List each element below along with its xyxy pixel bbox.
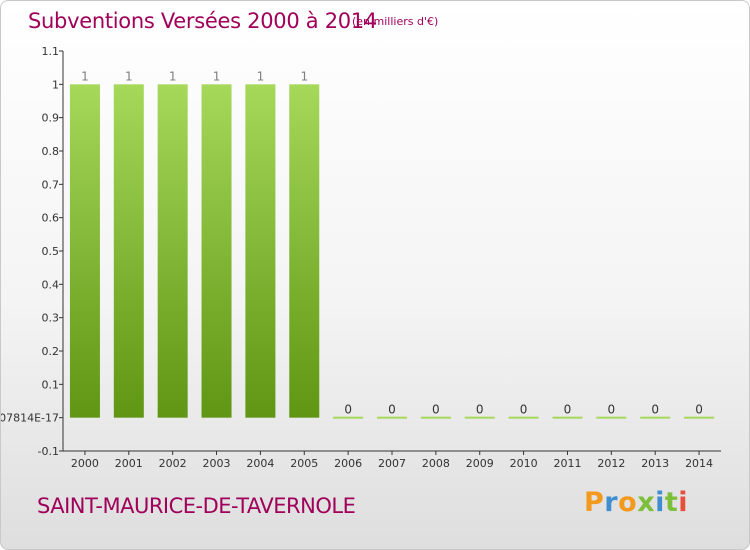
y-tick-label: 1.3877787807814E-17 (1, 412, 59, 425)
x-tick-label: 2003 (203, 457, 231, 470)
logo-letter: r (604, 487, 619, 518)
x-tick-label: 2004 (246, 457, 274, 470)
chart-unit: (en milliers d'€) (352, 15, 439, 28)
x-tick-label: 2008 (422, 457, 450, 470)
y-tick-label: 0.3 (42, 312, 60, 325)
x-tick-label: 2001 (115, 457, 143, 470)
data-label: 1 (213, 69, 221, 83)
y-tick-label: 0.2 (42, 345, 60, 358)
bar (420, 416, 451, 419)
y-tick-label: 0.6 (42, 212, 60, 225)
x-tick-label: 2011 (553, 457, 581, 470)
data-label: 0 (388, 403, 396, 417)
y-ticks: 1.1 1 0.9 0.8 0.7 0.6 0.5 0.4 0.3 0.2 0.1 1.3877787… (1, 45, 63, 458)
y-tick-label: 0.1 (42, 378, 60, 391)
data-label: 1 (300, 69, 308, 83)
bar (69, 84, 100, 418)
x-tick-label: 2013 (641, 457, 669, 470)
logo-letter: x (637, 487, 656, 518)
x-tick-label: 2002 (159, 457, 187, 470)
data-label: 0 (651, 403, 659, 417)
y-tick-label: 0.9 (42, 112, 60, 125)
y-tick-label: 0.4 (42, 278, 60, 291)
bar (157, 84, 188, 418)
y-tick-label: 1 (52, 78, 59, 91)
x-tick-label: 2007 (378, 457, 406, 470)
data-label: 0 (520, 403, 528, 417)
bar (201, 84, 232, 418)
y-tick-label: 1.1 (42, 45, 60, 58)
bar (684, 416, 715, 419)
y-tick-label: 0.7 (42, 178, 60, 191)
bar (508, 416, 539, 419)
x-tick-label: 2009 (466, 457, 494, 470)
data-label: 0 (344, 403, 352, 417)
bars: 1 1 1 1 1 1 0 0 0 0 0 0 0 0 0 (69, 69, 715, 419)
data-label: 0 (608, 403, 616, 417)
chart-title: Subventions Versées 2000 à 2014 (28, 9, 377, 33)
logo-letter: o (618, 487, 638, 518)
data-label: 0 (432, 403, 440, 417)
bar (289, 84, 320, 418)
logo-letter: t (664, 487, 679, 518)
x-ticks: 2000 2001 2002 2003 2004 2005 2006 2007 2008 2009… (71, 451, 713, 470)
bar (377, 416, 407, 419)
logo-letter: P (584, 487, 605, 518)
x-tick-label: 2005 (290, 457, 318, 470)
y-tick-label: -0.1 (38, 445, 59, 458)
bar (333, 416, 364, 419)
data-label: 0 (564, 403, 572, 417)
y-tick-label: 0.5 (42, 245, 60, 258)
logo-letter: i (678, 487, 689, 518)
commune-name: SAINT-MAURICE-DE-TAVERNOLE (37, 494, 356, 518)
logo-letter: i (655, 487, 665, 518)
bar (464, 416, 495, 419)
x-tick-label: 2000 (71, 457, 99, 470)
bar (640, 416, 671, 419)
proxiti-logo: Proxiti (584, 487, 688, 518)
bar (113, 84, 144, 418)
x-tick-label: 2006 (334, 457, 362, 470)
x-tick-label: 2014 (685, 457, 713, 470)
y-tick-label: 0.8 (42, 145, 60, 158)
bar (596, 416, 627, 419)
data-label: 1 (125, 69, 133, 83)
x-tick-label: 2010 (510, 457, 538, 470)
data-label: 1 (169, 69, 177, 83)
bar (552, 416, 583, 419)
bar (245, 84, 276, 418)
data-label: 0 (476, 403, 484, 417)
x-tick-label: 2012 (597, 457, 625, 470)
data-label: 1 (257, 69, 265, 83)
data-label: 1 (81, 69, 89, 83)
data-label: 0 (695, 403, 703, 417)
